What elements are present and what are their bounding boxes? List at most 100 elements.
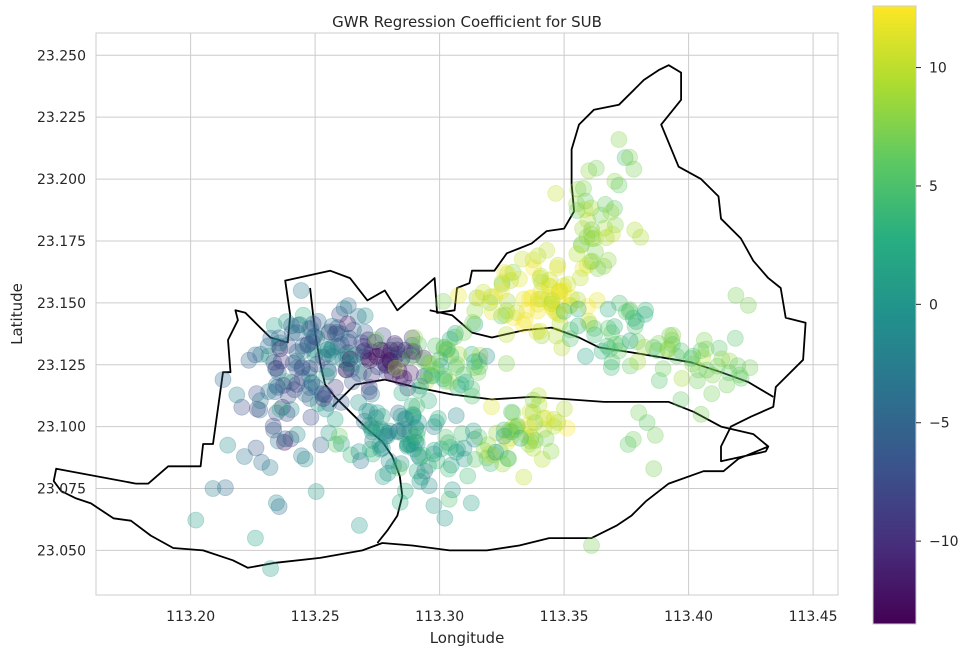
data-point bbox=[578, 228, 596, 246]
data-point bbox=[329, 337, 347, 355]
data-point bbox=[522, 428, 540, 446]
data-point bbox=[277, 373, 295, 390]
data-point bbox=[524, 391, 542, 409]
data-point bbox=[549, 414, 567, 431]
data-point bbox=[498, 302, 516, 320]
data-point bbox=[343, 355, 361, 373]
data-point bbox=[457, 373, 475, 391]
data-point bbox=[350, 365, 368, 383]
data-point bbox=[319, 360, 337, 378]
data-point bbox=[403, 329, 421, 347]
data-point bbox=[288, 324, 306, 342]
data-point bbox=[526, 414, 544, 431]
data-point bbox=[621, 357, 639, 375]
data-point bbox=[265, 421, 283, 439]
data-point bbox=[385, 457, 402, 475]
data-point bbox=[300, 365, 318, 383]
data-point bbox=[368, 404, 386, 422]
data-point bbox=[301, 359, 319, 377]
data-point bbox=[475, 441, 493, 459]
data-point bbox=[569, 317, 587, 335]
data-point bbox=[390, 459, 408, 477]
data-point bbox=[624, 430, 642, 448]
data-point bbox=[379, 464, 397, 482]
data-point bbox=[411, 377, 429, 395]
data-point bbox=[569, 300, 587, 318]
data-point bbox=[411, 449, 429, 466]
data-point bbox=[465, 353, 483, 371]
data-point bbox=[288, 375, 306, 393]
data-point bbox=[695, 331, 713, 349]
data-point bbox=[283, 317, 300, 335]
data-point bbox=[419, 365, 437, 383]
data-point bbox=[402, 364, 419, 382]
data-point bbox=[463, 387, 481, 405]
data-point bbox=[393, 350, 411, 368]
data-point bbox=[340, 329, 358, 347]
data-point bbox=[462, 494, 480, 512]
data-point bbox=[447, 407, 465, 425]
data-point bbox=[588, 291, 606, 309]
data-point bbox=[411, 473, 429, 490]
data-point bbox=[385, 358, 402, 376]
data-point bbox=[262, 560, 280, 577]
data-point bbox=[582, 225, 600, 243]
data-point bbox=[288, 426, 306, 443]
data-point bbox=[547, 184, 565, 202]
data-point bbox=[493, 273, 511, 291]
data-point bbox=[410, 381, 428, 399]
data-point bbox=[532, 282, 550, 300]
data-point bbox=[446, 328, 464, 346]
data-point bbox=[710, 339, 728, 357]
data-point bbox=[314, 385, 332, 403]
data-point bbox=[455, 450, 473, 468]
data-point bbox=[581, 315, 599, 333]
data-point bbox=[648, 342, 666, 359]
data-point bbox=[416, 462, 434, 480]
data-point bbox=[338, 361, 355, 379]
data-point bbox=[302, 408, 320, 426]
data-point bbox=[294, 342, 312, 360]
data-point bbox=[408, 397, 426, 415]
data-point bbox=[274, 376, 292, 394]
data-point bbox=[435, 339, 453, 357]
data-point bbox=[635, 338, 653, 356]
data-point bbox=[638, 414, 656, 432]
data-point bbox=[267, 376, 285, 394]
data-point bbox=[505, 418, 523, 435]
data-point bbox=[367, 420, 385, 438]
data-point bbox=[720, 364, 738, 382]
data-point bbox=[382, 353, 399, 371]
data-point bbox=[395, 420, 413, 438]
data-point bbox=[278, 405, 296, 422]
data-point bbox=[399, 436, 417, 454]
data-point bbox=[583, 537, 600, 554]
data-point bbox=[378, 363, 396, 381]
data-point bbox=[353, 334, 371, 352]
data-point bbox=[398, 436, 416, 453]
data-point bbox=[349, 307, 367, 325]
data-point bbox=[293, 447, 310, 465]
data-point bbox=[455, 439, 473, 457]
data-point bbox=[531, 322, 549, 340]
data-point bbox=[507, 420, 525, 438]
data-point bbox=[545, 410, 563, 428]
data-point bbox=[470, 352, 488, 370]
data-point bbox=[409, 413, 427, 431]
data-point bbox=[304, 341, 322, 358]
data-point bbox=[466, 302, 484, 320]
data-point bbox=[502, 272, 520, 289]
y-axis: 23.050 23.075 23.100 23.125 23.150 23.175 23.2… bbox=[37, 48, 86, 559]
data-point bbox=[741, 359, 759, 377]
data-point bbox=[628, 333, 646, 351]
data-point bbox=[621, 332, 639, 350]
data-point bbox=[262, 329, 280, 347]
data-point bbox=[697, 340, 715, 358]
data-point bbox=[551, 283, 569, 301]
data-point bbox=[621, 148, 638, 166]
data-point bbox=[602, 203, 620, 221]
data-point bbox=[434, 292, 452, 310]
data-point bbox=[320, 363, 338, 381]
y-tick-label: 23.075 bbox=[37, 482, 86, 498]
data-point bbox=[372, 341, 390, 359]
